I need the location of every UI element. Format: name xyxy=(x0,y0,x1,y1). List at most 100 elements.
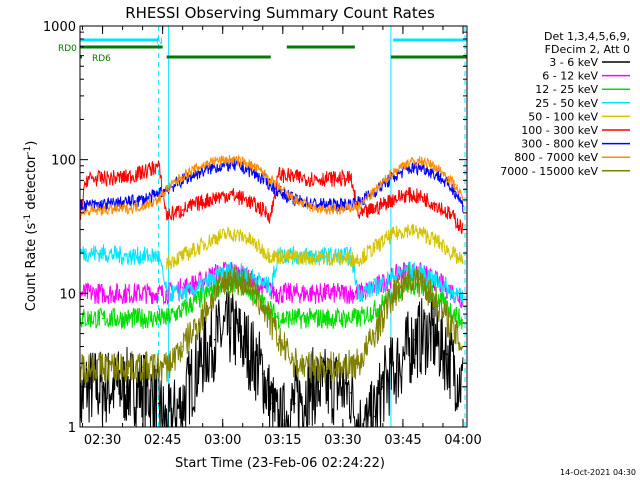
flag-label-n: N xyxy=(156,37,163,47)
series-line xyxy=(79,244,464,304)
legend-entry-label: 6 - 12 keV xyxy=(542,70,598,83)
data-point xyxy=(390,277,392,279)
data-point xyxy=(406,193,408,196)
data-point xyxy=(390,298,392,301)
data-point xyxy=(390,234,392,237)
data-point xyxy=(430,332,432,335)
data-point xyxy=(462,261,464,264)
x-tick-label: 03:00 xyxy=(204,433,241,448)
data-point xyxy=(277,186,280,189)
data-point xyxy=(157,292,160,295)
data-point xyxy=(165,366,168,369)
data-point xyxy=(406,168,408,170)
legend-entry-label: 25 - 50 keV xyxy=(535,97,598,110)
data-point xyxy=(101,177,104,180)
data-point xyxy=(374,246,376,249)
data-point xyxy=(454,313,456,315)
data-point xyxy=(141,205,144,207)
data-point xyxy=(358,258,360,261)
data-point xyxy=(101,252,104,254)
data-point xyxy=(213,273,216,275)
series-line xyxy=(79,272,464,330)
data-point xyxy=(406,228,408,231)
legend-entry-label: 800 - 7000 keV xyxy=(514,151,598,164)
data-point xyxy=(438,175,440,178)
x-tick-label: 02:30 xyxy=(84,433,121,448)
series-100-300-kev xyxy=(79,160,464,235)
data-point xyxy=(165,261,168,264)
data-point xyxy=(326,317,328,320)
data-point xyxy=(245,237,248,239)
x-tick-label: 03:45 xyxy=(384,433,421,448)
series-line xyxy=(79,154,464,216)
data-point xyxy=(310,385,312,388)
data-point xyxy=(261,209,264,211)
data-point xyxy=(462,205,464,207)
data-point xyxy=(197,322,200,324)
data-point xyxy=(422,166,424,168)
data-point xyxy=(342,255,344,257)
data-point xyxy=(342,317,344,320)
data-point xyxy=(446,353,448,356)
data-point xyxy=(422,196,424,199)
data-point xyxy=(261,177,264,180)
data-point xyxy=(125,176,128,178)
data-point xyxy=(213,166,216,168)
data-point xyxy=(229,158,232,161)
x-axis-title: Start Time (23-Feb-06 02:24:22) xyxy=(175,456,385,471)
data-point xyxy=(213,196,216,199)
data-point xyxy=(422,281,424,284)
data-point xyxy=(277,317,280,320)
data-point xyxy=(245,199,248,201)
data-point xyxy=(326,292,328,295)
data-point xyxy=(422,232,424,235)
data-point xyxy=(141,292,144,295)
data-point xyxy=(310,292,312,295)
data-point xyxy=(310,206,312,209)
data-point xyxy=(101,292,104,295)
data-point xyxy=(454,292,456,295)
data-point xyxy=(197,287,200,289)
data-point xyxy=(101,366,104,369)
data-point xyxy=(326,209,328,211)
data-point xyxy=(197,202,200,205)
data-point xyxy=(157,402,160,405)
data-point xyxy=(326,385,328,388)
footer-timestamp: 14-Oct-2021 04:30 xyxy=(560,468,636,477)
data-point xyxy=(101,209,104,211)
data-point xyxy=(101,385,104,388)
data-point xyxy=(358,205,360,207)
data-point xyxy=(310,177,312,180)
flag-label-rd0: RD0 xyxy=(58,44,77,54)
data-point xyxy=(277,252,280,254)
data-point xyxy=(197,166,200,168)
data-point xyxy=(438,298,440,301)
series-line xyxy=(79,160,464,235)
plot-frame xyxy=(79,25,468,428)
data-point xyxy=(293,317,296,320)
data-point xyxy=(406,161,408,164)
data-point xyxy=(358,362,360,365)
data-point xyxy=(326,203,328,206)
data-point xyxy=(374,207,376,210)
data-point xyxy=(181,309,184,311)
data-point xyxy=(165,317,168,320)
data-point xyxy=(181,255,184,257)
data-point xyxy=(261,301,264,304)
data-point xyxy=(141,385,144,388)
data-point xyxy=(157,255,160,257)
data-point xyxy=(438,168,440,170)
data-point xyxy=(398,362,400,365)
data-point xyxy=(261,287,264,289)
data-point xyxy=(438,305,440,308)
plot-area xyxy=(79,26,467,429)
x-tick-label: 02:45 xyxy=(144,433,181,448)
data-point xyxy=(157,164,160,167)
data-point xyxy=(261,373,264,375)
data-point xyxy=(85,366,88,369)
data-point xyxy=(141,199,144,201)
data-point xyxy=(277,190,280,193)
data-point xyxy=(85,385,88,388)
data-point xyxy=(181,402,184,405)
y-tick-label: 10 xyxy=(59,287,76,302)
